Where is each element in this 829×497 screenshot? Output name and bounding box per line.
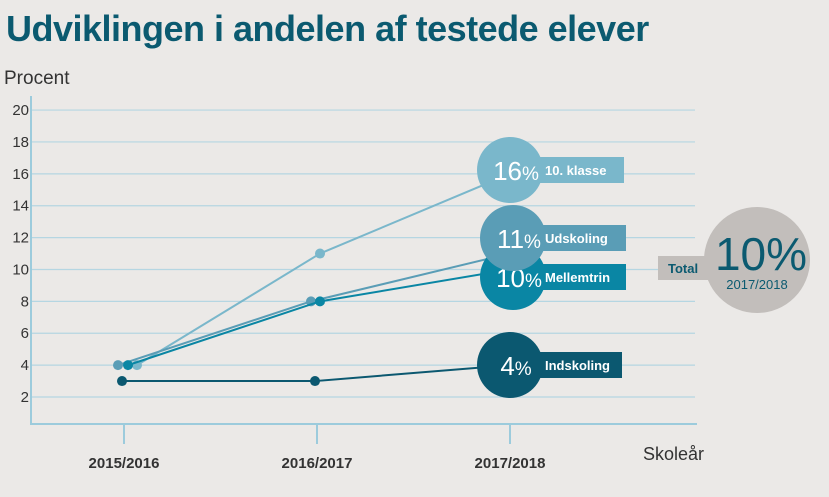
series-label: 10. klasse <box>545 163 606 178</box>
y-tick-label: 2 <box>21 389 29 406</box>
end-value-label: 4% <box>500 351 531 381</box>
data-point <box>117 376 127 387</box>
x-tick-label: 2017/2018 <box>475 455 546 472</box>
total-label: Total <box>668 261 698 276</box>
y-tick-label: 18 <box>12 134 29 151</box>
y-tick-label: 20 <box>12 102 29 119</box>
data-point <box>310 376 320 387</box>
y-tick-label: 8 <box>21 293 29 310</box>
total-year: 2017/2018 <box>726 277 787 292</box>
y-tick-label: 10 <box>12 261 29 278</box>
y-axis-label: Procent <box>4 68 70 89</box>
end-value-bubble <box>477 137 543 203</box>
x-tick-label: 2016/2017 <box>282 455 353 472</box>
end-value-label: 16% <box>493 156 539 186</box>
total-label-box <box>658 256 708 280</box>
data-point <box>123 360 133 371</box>
data-point <box>315 248 325 259</box>
end-value-bubble <box>477 332 543 398</box>
y-tick-label: 12 <box>12 230 29 247</box>
series-label-box <box>538 225 626 251</box>
x-axis-label: Skoleår <box>643 444 704 464</box>
y-tick-label: 16 <box>12 166 29 183</box>
series-label: Mellemtrin <box>545 270 610 285</box>
y-tick-label: 6 <box>21 325 29 342</box>
series-line <box>127 268 511 367</box>
series-label: Indskoling <box>545 358 610 373</box>
series-label-box <box>538 352 622 378</box>
total-value: 10% <box>715 228 807 280</box>
y-tick-label: 14 <box>12 198 29 215</box>
chart-title: Udviklingen i andelen af testede elever <box>6 8 649 49</box>
series-label-box <box>538 264 626 290</box>
data-point <box>315 296 325 307</box>
x-tick-label: 2015/2016 <box>89 455 160 472</box>
y-tick-label: 4 <box>21 357 29 374</box>
data-point <box>113 360 123 371</box>
series-label: Udskoling <box>545 231 608 246</box>
end-value-label: 11% <box>497 224 541 254</box>
total-bubble <box>704 207 810 313</box>
end-value-bubble <box>480 205 546 271</box>
series-label-box <box>538 157 624 183</box>
